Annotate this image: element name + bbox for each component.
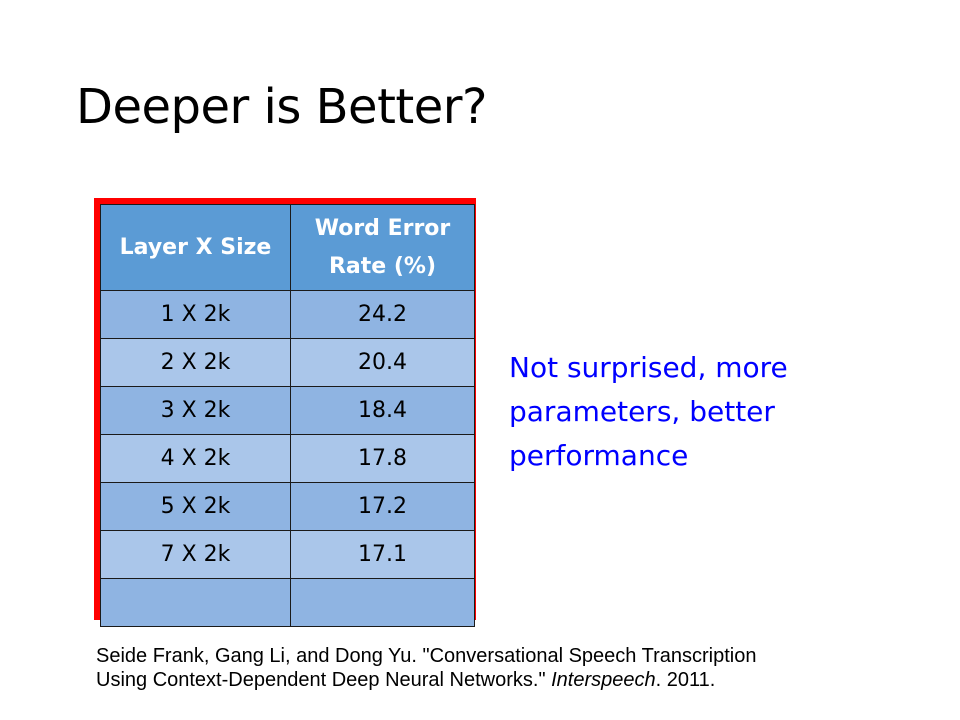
- wer-cell: 17.1: [290, 530, 475, 579]
- citation-venue: Interspeech: [551, 669, 656, 691]
- citation-line-2: Using Context-Dependent Deep Neural Netw…: [96, 668, 916, 692]
- header-layer-size: Layer X Size: [100, 204, 291, 291]
- layer-size-cell: 3 X 2k: [100, 386, 291, 435]
- layer-size-cell: 4 X 2k: [100, 434, 291, 483]
- table-row: 1 X 2k 24.2: [100, 290, 475, 339]
- table-header-row: Layer X Size Word Error Rate (%): [100, 204, 475, 291]
- table-row: 4 X 2k 17.8: [100, 434, 475, 483]
- table-row: 3 X 2k 18.4: [100, 386, 475, 435]
- wer-cell: 18.4: [290, 386, 475, 435]
- layer-size-cell: 1 X 2k: [100, 290, 291, 339]
- wer-cell: 17.2: [290, 482, 475, 531]
- highlight-frame: Layer X Size Word Error Rate (%) 1 X 2k …: [94, 198, 476, 627]
- table-row: 2 X 2k 20.4: [100, 338, 475, 387]
- wer-cell: 20.4: [290, 338, 475, 387]
- wer-cell: [290, 578, 475, 627]
- header-word-error-rate: Word Error Rate (%): [290, 204, 475, 291]
- layer-size-cell: 7 X 2k: [100, 530, 291, 579]
- table-row: 5 X 2k 17.2: [100, 482, 475, 531]
- comment-text: Not surprised, more parameters, better p…: [509, 351, 788, 472]
- results-table: Layer X Size Word Error Rate (%) 1 X 2k …: [100, 204, 475, 627]
- table-row-empty: [100, 578, 475, 627]
- wer-cell: 17.8: [290, 434, 475, 483]
- layer-size-cell: [100, 578, 291, 627]
- wer-cell: 24.2: [290, 290, 475, 339]
- citation-line-2-end: . 2011.: [655, 669, 716, 691]
- table-row: 7 X 2k 17.1: [100, 530, 475, 579]
- layer-size-cell: 2 X 2k: [100, 338, 291, 387]
- layer-size-cell: 5 X 2k: [100, 482, 291, 531]
- citation-line-2-start: Using Context-Dependent Deep Neural Netw…: [96, 669, 552, 691]
- citation: Seide Frank, Gang Li, and Dong Yu. "Conv…: [96, 644, 916, 692]
- slide-title: Deeper is Better?: [76, 79, 487, 135]
- citation-line-1: Seide Frank, Gang Li, and Dong Yu. "Conv…: [96, 645, 757, 667]
